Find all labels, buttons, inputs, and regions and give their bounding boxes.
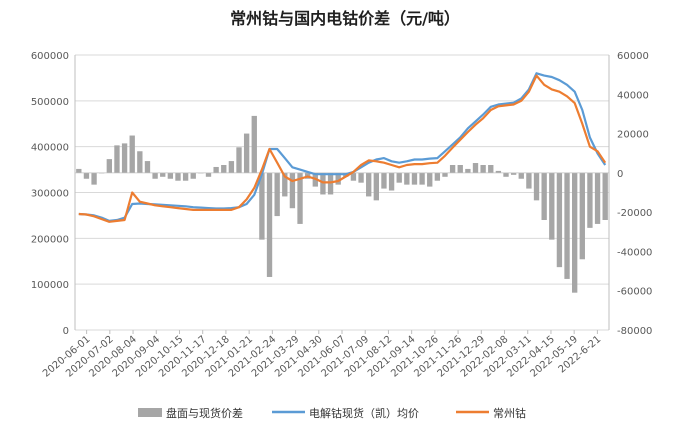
changzhou-cobalt-line: [78, 74, 607, 223]
spread-bar: [228, 161, 235, 173]
spread-bar: [396, 172, 402, 183]
spread-bar: [213, 166, 219, 173]
left-tick-label: 400000: [31, 143, 69, 154]
spread-bars: [75, 115, 609, 293]
spread-bar: [182, 172, 189, 181]
spread-bar: [518, 172, 524, 179]
legend: 盘面与现货价差 电解钴现货（凯）均价 常州钴: [138, 406, 526, 420]
spread-bar: [114, 145, 120, 173]
spread-bar: [465, 168, 471, 173]
right-tick-label: 20000: [617, 130, 649, 141]
spread-bar: [320, 172, 326, 195]
spread-bar: [167, 172, 174, 179]
right-tick-label: 40000: [617, 90, 649, 101]
spread-bar: [602, 172, 608, 220]
chart-title: 常州钴与国内电钴价差（元/吨）: [230, 9, 460, 28]
spread-bar: [495, 170, 502, 173]
spread-bar: [91, 172, 97, 185]
spread-bar: [427, 172, 433, 187]
x-axis-ticks: 2020-06-012020-07-022020-08-042020-09-04…: [41, 330, 603, 380]
legend-label-electrolytic: 电解钴现货（凯）均价: [309, 406, 419, 420]
spread-bar: [152, 172, 158, 179]
spread-bar: [480, 165, 486, 173]
spread-bar: [274, 172, 280, 217]
spread-bar: [137, 151, 143, 173]
right-tick-label: -20000: [617, 208, 652, 219]
spread-bar: [549, 172, 555, 240]
legend-label-changzhou: 常州钴: [493, 406, 526, 420]
left-tick-label: 200000: [31, 234, 69, 245]
spread-bar: [236, 147, 242, 173]
spread-bar: [327, 172, 334, 195]
right-tick-label: 60000: [617, 51, 649, 62]
spread-bar: [457, 165, 463, 173]
spread-bar: [205, 172, 212, 177]
right-tick-label: -60000: [617, 287, 652, 298]
spread-bar: [243, 133, 250, 173]
right-tick-label: -40000: [617, 247, 652, 258]
spread-bar: [404, 172, 410, 185]
spread-bar: [221, 165, 227, 173]
spread-bar: [373, 172, 379, 201]
spread-bar: [144, 161, 151, 173]
spread-bar: [449, 165, 456, 173]
spread-bar: [350, 172, 357, 181]
spread-bar: [282, 172, 288, 197]
spread-bar: [175, 172, 181, 181]
right-tick-label: 0: [617, 169, 623, 180]
spread-bar: [76, 168, 82, 173]
left-tick-label: 600000: [31, 51, 69, 62]
spread-bar: [366, 172, 372, 197]
spread-bar: [488, 165, 494, 173]
spread-bar: [587, 172, 593, 228]
spread-bar: [251, 115, 257, 173]
price-lines: [78, 72, 607, 223]
spread-bar: [190, 172, 196, 179]
left-tick-label: 300000: [31, 189, 69, 200]
gridlines: [74, 54, 610, 331]
spread-bar: [564, 172, 570, 279]
spread-bar: [510, 172, 517, 175]
spread-bar: [83, 172, 90, 179]
spread-bar: [106, 159, 112, 173]
spread-bar: [442, 172, 448, 177]
spread-bar: [381, 172, 387, 189]
spread-bar: [388, 172, 395, 191]
spread-bar: [556, 172, 563, 268]
spread-bar: [503, 172, 509, 177]
spread-bar: [160, 172, 166, 177]
spread-bar: [335, 172, 341, 185]
spread-bar: [121, 143, 128, 173]
spread-bar: [541, 172, 547, 220]
left-tick-label: 0: [63, 326, 69, 337]
left-axis-ticks: 0 100000 200000 300000 400000 500000 600000: [31, 51, 69, 337]
spread-bar: [533, 172, 540, 201]
spread-bar: [129, 135, 135, 173]
left-tick-label: 500000: [31, 97, 69, 108]
spread-bar: [266, 172, 273, 277]
spread-bar: [434, 172, 441, 181]
spread-bar: [259, 172, 265, 240]
left-tick-label: 100000: [31, 280, 69, 291]
spread-bar: [411, 172, 418, 185]
legend-swatch-spread: [138, 408, 162, 417]
spread-bar: [358, 172, 364, 183]
spread-bar: [572, 172, 578, 293]
right-tick-label: -80000: [617, 326, 652, 337]
spread-bar: [297, 172, 303, 224]
right-axis-ticks: -80000 -60000 -40000 -20000 0 20000 40000 60000: [617, 51, 652, 337]
legend-label-spread: 盘面与现货价差: [166, 406, 243, 420]
electrolytic-cobalt-line: [78, 72, 607, 222]
spread-bar: [472, 163, 479, 173]
spread-bar: [579, 172, 585, 260]
spread-bar: [289, 172, 296, 209]
spread-bar: [594, 172, 601, 224]
spread-bar: [419, 172, 425, 185]
spread-bar: [526, 172, 532, 189]
